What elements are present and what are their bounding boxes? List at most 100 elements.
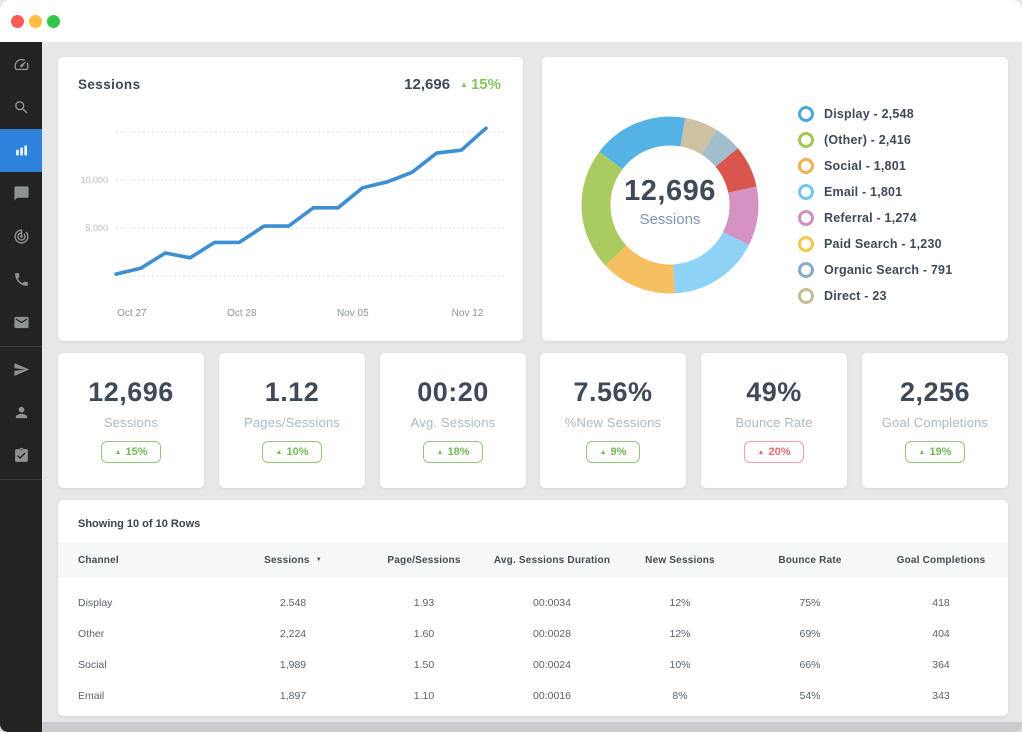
stat-value: 00:20 bbox=[417, 377, 489, 407]
sessions-chart-card: 10,000 5,000 Oct 27 Oct 28 Nov 05 Nov 12 Sess… bbox=[58, 57, 523, 341]
up-arrow-icon: ▲ bbox=[460, 80, 468, 89]
donut-segment-5 bbox=[672, 231, 749, 294]
minimize-window-button[interactable] bbox=[29, 15, 42, 28]
paper-plane-icon bbox=[13, 363, 29, 376]
column-header-bounce-rate[interactable]: Bounce Rate bbox=[778, 554, 842, 566]
delta-badge: ▲ 10% bbox=[261, 441, 323, 463]
donut-segment-2 bbox=[701, 129, 738, 168]
legend-item-direct[interactable]: Direct - 23 bbox=[798, 283, 952, 309]
sidebar-group-main bbox=[0, 42, 42, 347]
sidebar-item-messages[interactable] bbox=[0, 172, 42, 215]
delta-badge: ▲ 20% bbox=[743, 441, 805, 463]
stat-card-bounce-rate: 49% Bounce Rate ▲ 20% bbox=[701, 353, 847, 488]
channels-donut-card: 12,696 Sessions Display - 2,548 (Other) … bbox=[542, 57, 1008, 341]
sidebar bbox=[0, 42, 42, 732]
stat-card-new-sessions: 7.56% %New Sessions ▲ 9% bbox=[540, 353, 686, 488]
donut-segment-1 bbox=[679, 117, 717, 155]
legend-ring-icon bbox=[798, 158, 814, 174]
table-row-display[interactable]: Display 2.548 1.93 00:0034 12% 75% 418 bbox=[78, 596, 950, 609]
channels-donut-chart[interactable] bbox=[578, 113, 762, 297]
stat-value: 12,696 bbox=[88, 377, 174, 407]
up-arrow-icon: ▲ bbox=[757, 449, 765, 456]
sessions-line-series bbox=[114, 126, 488, 276]
search-icon bbox=[14, 101, 28, 114]
column-header-sessions[interactable]: Sessions ▼ bbox=[264, 554, 322, 566]
stat-label: Sessions bbox=[103, 415, 159, 430]
y-axis-tick-label: 10,000 bbox=[80, 175, 108, 185]
table-row-other[interactable]: Other 2,224 1.60 00:0028 12% 69% 404 bbox=[78, 627, 950, 640]
sessions-card-title: Sessions bbox=[78, 77, 141, 92]
column-header-avg-duration[interactable]: Avg. Sessions Duration bbox=[493, 554, 611, 566]
sidebar-group-secondary bbox=[0, 347, 42, 480]
sidebar-item-tasks[interactable] bbox=[0, 434, 42, 477]
stat-label: Pages/Sessions bbox=[243, 415, 341, 430]
donut-legend: Display - 2,548 (Other) - 2,416 Social -… bbox=[798, 101, 952, 309]
table-header-row: Channel Sessions ▼ Page/Sessions Avg. Ses… bbox=[58, 542, 1008, 578]
up-arrow-icon: ▲ bbox=[436, 449, 444, 456]
x-axis-tick-label: Nov 12 bbox=[452, 308, 484, 319]
legend-item-other[interactable]: (Other) - 2,416 bbox=[798, 127, 952, 153]
column-header-channel[interactable]: Channel bbox=[78, 554, 119, 566]
sidebar-item-goals[interactable] bbox=[0, 215, 42, 258]
legend-ring-icon bbox=[798, 262, 814, 278]
x-axis-tick-label: Oct 27 bbox=[117, 308, 147, 319]
y-axis-tick-label: 5,000 bbox=[85, 223, 108, 233]
column-header-new-sessions[interactable]: New Sessions bbox=[645, 554, 715, 566]
legend-item-organic-search[interactable]: Organic Search - 791 bbox=[798, 257, 952, 283]
legend-item-email[interactable]: Email - 1,801 bbox=[798, 179, 952, 205]
window-controls bbox=[11, 15, 60, 28]
legend-ring-icon bbox=[798, 288, 814, 304]
legend-ring-icon bbox=[798, 132, 814, 148]
sidebar-item-mail[interactable] bbox=[0, 301, 42, 344]
sidebar-item-search[interactable] bbox=[0, 86, 42, 129]
target-icon bbox=[13, 229, 29, 244]
legend-ring-icon bbox=[798, 184, 814, 200]
stat-card-sessions: 12,696 Sessions ▲ 15% bbox=[58, 353, 204, 488]
sessions-total-value: 12,696 bbox=[404, 76, 451, 93]
legend-ring-icon bbox=[798, 210, 814, 226]
stat-card-goal-completions: 2,256 Goal Completions ▲ 19% bbox=[862, 353, 1008, 488]
stat-label: Bounce Rate bbox=[735, 415, 813, 430]
stat-label: Avg. Sessions bbox=[410, 415, 496, 430]
table-row-social[interactable]: Social 1,989 1.50 00:0024 10% 66% 364 bbox=[78, 658, 950, 671]
titlebar bbox=[0, 0, 1022, 42]
sidebar-item-contacts[interactable] bbox=[0, 391, 42, 434]
up-arrow-icon: ▲ bbox=[918, 449, 926, 456]
sidebar-item-campaigns[interactable] bbox=[0, 348, 42, 391]
x-axis-tick-label: Nov 05 bbox=[337, 308, 369, 319]
delta-badge: ▲ 19% bbox=[904, 441, 966, 463]
legend-item-referral[interactable]: Referral - 1,274 bbox=[798, 205, 952, 231]
legend-item-social[interactable]: Social - 1,801 bbox=[798, 153, 952, 179]
donut-segment-4 bbox=[722, 186, 759, 246]
donut-segment-3 bbox=[715, 148, 757, 194]
table-row-count: Showing 10 of 10 Rows bbox=[78, 518, 201, 530]
delta-badge: ▲ 9% bbox=[585, 441, 641, 463]
close-window-button[interactable] bbox=[11, 15, 24, 28]
table-row-email[interactable]: Email 1,897 1.10 00:0016 8% 54% 343 bbox=[78, 689, 950, 702]
up-arrow-icon: ▲ bbox=[599, 449, 607, 456]
sessions-total: 12,696 ▲ 15% bbox=[404, 76, 501, 93]
donut-segment-0 bbox=[599, 116, 686, 170]
sidebar-item-dashboard[interactable] bbox=[0, 43, 42, 86]
sidebar-item-analytics[interactable] bbox=[0, 129, 42, 172]
stat-value: 1.12 bbox=[264, 377, 320, 407]
sessions-delta: 15% bbox=[470, 76, 501, 93]
envelope-icon bbox=[13, 316, 29, 329]
legend-item-paid-search[interactable]: Paid Search - 1,230 bbox=[798, 231, 952, 257]
x-axis-tick-label: Oct 28 bbox=[227, 308, 257, 319]
stat-label: Goal Completions bbox=[881, 415, 989, 430]
sessions-line-chart[interactable]: 10,000 5,000 Oct 27 Oct 28 Nov 05 Nov 12 bbox=[58, 57, 523, 341]
column-header-page-sessions[interactable]: Page/Sessions bbox=[387, 554, 461, 566]
legend-item-display[interactable]: Display - 2,548 bbox=[798, 101, 952, 127]
sort-caret-icon: ▼ bbox=[315, 556, 322, 563]
clipboard-check-icon bbox=[14, 447, 28, 462]
sidebar-item-calls[interactable] bbox=[0, 258, 42, 301]
legend-ring-icon bbox=[798, 106, 814, 122]
speedometer-icon bbox=[13, 58, 29, 71]
zoom-window-button[interactable] bbox=[47, 15, 60, 28]
stat-value: 49% bbox=[746, 377, 802, 407]
column-header-goal-completions[interactable]: Goal Completions bbox=[896, 554, 986, 566]
bar-chart-icon bbox=[15, 145, 27, 156]
up-arrow-icon: ▲ bbox=[275, 449, 283, 456]
